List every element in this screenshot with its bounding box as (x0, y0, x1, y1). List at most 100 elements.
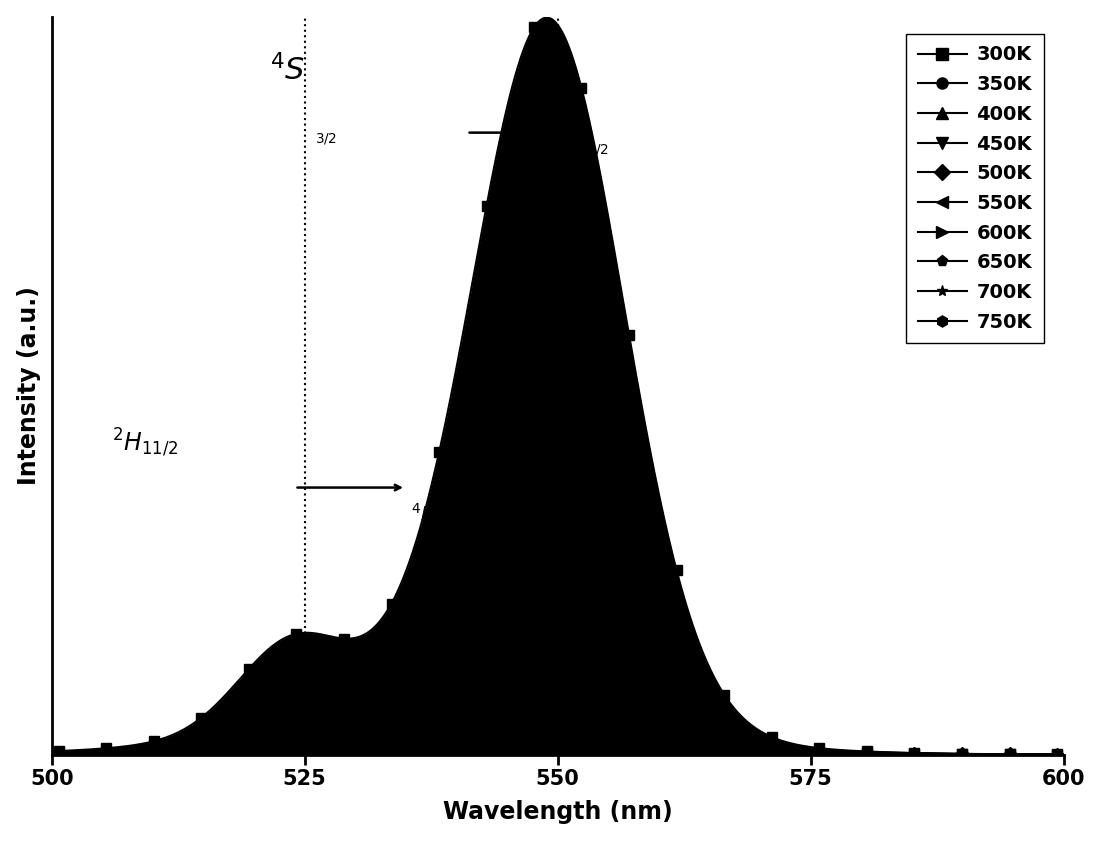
500K (928, 749, 941, 759)
450K (477, 414, 490, 424)
X-axis label: Wavelength (nm): Wavelength (nm) (443, 801, 672, 824)
400K (477, 355, 490, 365)
550K (477, 505, 490, 515)
300K (433, 444, 446, 454)
550K (220, 720, 234, 730)
Line: 450K: 450K (47, 285, 1069, 759)
750K (161, 746, 174, 756)
750K (1037, 749, 1050, 759)
Line: 700K: 700K (47, 551, 1069, 759)
350K (540, 108, 553, 119)
400K (433, 524, 446, 534)
Text: $_{3/2}$: $_{3/2}$ (315, 130, 337, 147)
400K (928, 748, 941, 759)
700K (1037, 749, 1050, 759)
600K (477, 542, 490, 552)
550K (45, 748, 58, 759)
Line: 750K: 750K (47, 588, 1069, 759)
600K (540, 463, 553, 473)
750K (477, 632, 490, 643)
650K (433, 648, 446, 659)
600K (45, 748, 58, 759)
450K (433, 558, 446, 568)
700K (161, 744, 174, 754)
300K (928, 748, 941, 759)
Legend: 300K, 350K, 400K, 450K, 500K, 550K, 600K, 650K, 700K, 750K: 300K, 350K, 400K, 450K, 500K, 550K, 600K… (907, 34, 1044, 343)
400K (45, 747, 58, 757)
Line: 600K: 600K (47, 463, 1069, 759)
350K (477, 286, 490, 296)
650K (1057, 749, 1070, 759)
Text: $^4I_{15/2}$: $^4I_{15/2}$ (411, 501, 457, 528)
Text: $^4S$: $^4S$ (270, 55, 305, 87)
600K (1057, 749, 1070, 759)
350K (433, 484, 446, 495)
600K (928, 749, 941, 759)
450K (540, 285, 553, 295)
Line: 400K: 400K (47, 204, 1069, 759)
750K (433, 682, 446, 692)
Text: $^2H_{11/2}$: $^2H_{11/2}$ (112, 427, 179, 459)
650K (477, 574, 490, 584)
500K (477, 462, 490, 472)
300K (1037, 749, 1050, 759)
300K (477, 217, 490, 227)
550K (1037, 749, 1050, 759)
500K (540, 352, 553, 362)
Line: 350K: 350K (47, 108, 1069, 759)
650K (45, 748, 58, 759)
300K (45, 746, 58, 756)
450K (1037, 749, 1050, 759)
550K (928, 749, 941, 759)
350K (1057, 749, 1070, 759)
350K (220, 696, 234, 706)
700K (540, 551, 553, 561)
600K (1037, 749, 1050, 759)
650K (928, 749, 941, 759)
750K (1057, 749, 1070, 759)
450K (928, 748, 941, 759)
600K (433, 631, 446, 641)
500K (45, 748, 58, 758)
Line: 300K: 300K (47, 13, 1069, 759)
700K (477, 606, 490, 616)
Text: $_{15/2}$: $_{15/2}$ (577, 140, 608, 157)
700K (220, 732, 234, 742)
500K (220, 715, 234, 725)
650K (1037, 749, 1050, 759)
700K (928, 749, 941, 759)
Y-axis label: Intensity (a.u.): Intensity (a.u.) (17, 286, 41, 485)
400K (540, 204, 553, 214)
700K (45, 748, 58, 759)
600K (161, 743, 174, 753)
550K (1057, 749, 1070, 759)
550K (540, 410, 553, 420)
450K (161, 738, 174, 748)
700K (1057, 749, 1070, 759)
400K (220, 703, 234, 713)
Line: 500K: 500K (47, 352, 1069, 759)
450K (1057, 749, 1070, 759)
300K (1057, 749, 1070, 759)
Line: 550K: 550K (47, 410, 1069, 759)
750K (45, 748, 58, 759)
300K (161, 732, 174, 742)
600K (220, 724, 234, 734)
400K (1057, 749, 1070, 759)
500K (1057, 749, 1070, 759)
750K (540, 588, 553, 598)
750K (220, 735, 234, 745)
500K (161, 740, 174, 750)
450K (45, 748, 58, 758)
550K (161, 741, 174, 751)
Line: 650K: 650K (47, 506, 1069, 759)
350K (45, 747, 58, 757)
650K (161, 743, 174, 754)
650K (220, 728, 234, 738)
300K (540, 13, 553, 23)
400K (161, 737, 174, 747)
450K (220, 709, 234, 719)
350K (161, 734, 174, 744)
350K (1037, 749, 1050, 759)
700K (433, 667, 446, 677)
